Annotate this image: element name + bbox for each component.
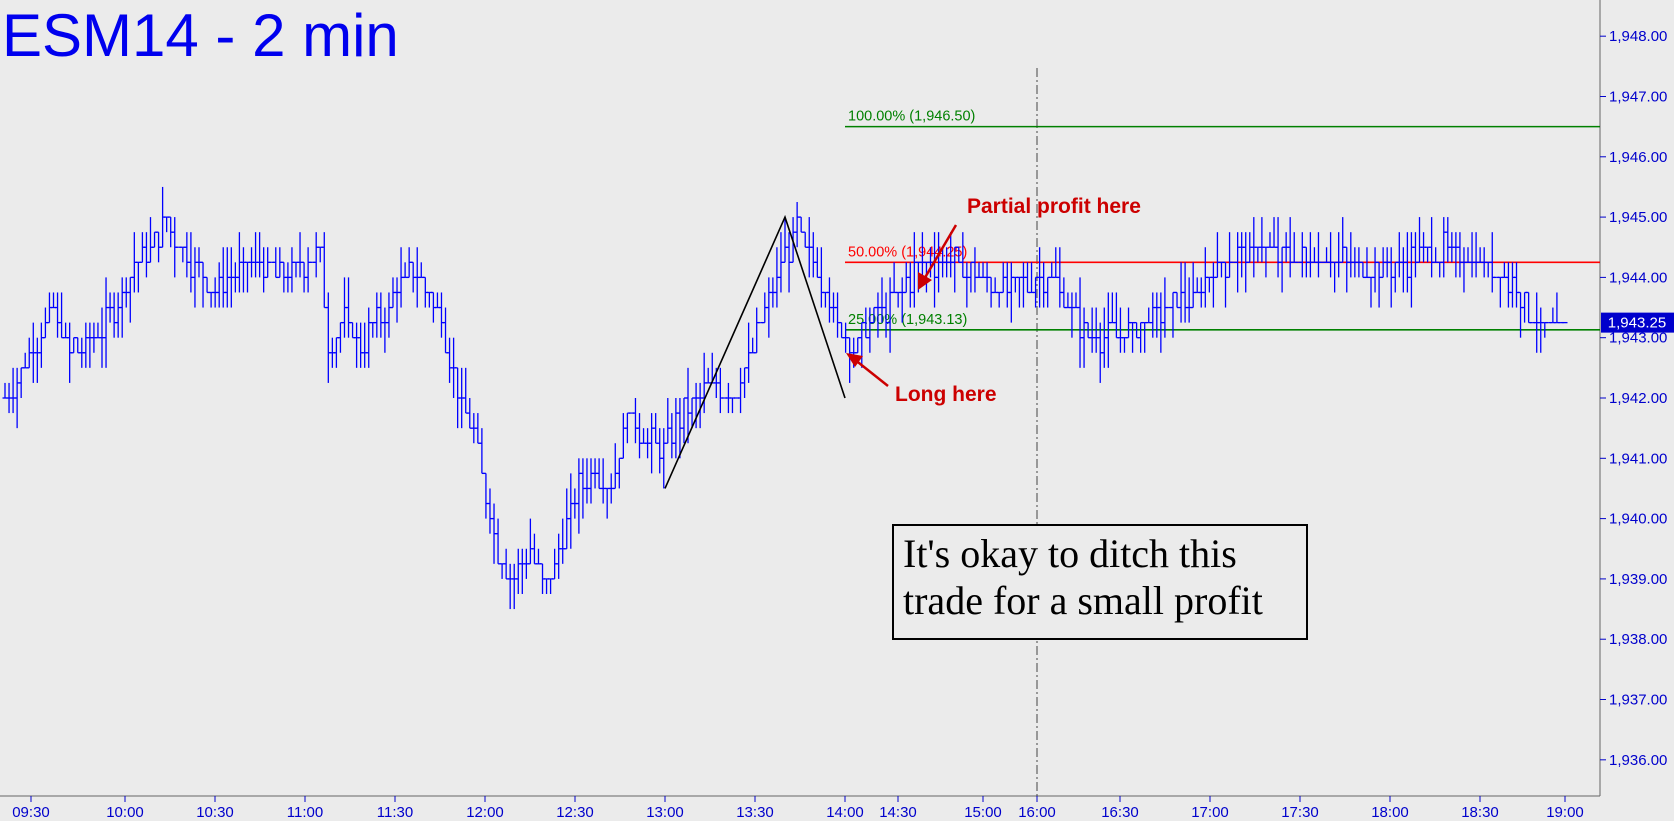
y-tick-label: 1,938.00: [1609, 631, 1667, 648]
note-line-1: It's okay to ditch this: [903, 531, 1237, 576]
y-tick-label: 1,945.00: [1609, 209, 1667, 226]
y-tick-label: 1,937.00: [1609, 692, 1667, 709]
note-box: [892, 524, 1308, 640]
x-tick-label: 10:30: [196, 804, 234, 821]
x-tick-label: 15:00: [964, 804, 1002, 821]
y-tick-label: 1,946.00: [1609, 149, 1667, 166]
x-tick-label: 19:00: [1546, 804, 1584, 821]
long-here-arrow: [846, 353, 889, 387]
annotation-partial-profit: Partial profit here: [967, 195, 1141, 218]
fib-level-label: 50.00% (1,944.25): [848, 244, 967, 260]
x-tick-label: 13:00: [646, 804, 684, 821]
x-tick-label: 12:30: [556, 804, 594, 821]
x-tick-label: 16:00: [1018, 804, 1056, 821]
x-tick-label: 10:00: [106, 804, 144, 821]
y-tick-label: 1,947.00: [1609, 88, 1667, 105]
x-tick-label: 18:00: [1371, 804, 1409, 821]
fib-level-label: 100.00% (1,946.50): [848, 109, 975, 125]
x-tick-label: 14:00: [826, 804, 864, 821]
y-tick-label: 1,941.00: [1609, 450, 1667, 467]
price-bars: [2, 186, 1568, 610]
x-tick-label: 17:30: [1281, 804, 1319, 821]
last-price-label: 1,943.25: [1608, 315, 1666, 332]
x-tick-label: 09:30: [12, 804, 50, 821]
y-tick-label: 1,943.00: [1609, 330, 1667, 347]
x-tick-label: 11:30: [377, 804, 413, 821]
y-tick-label: 1,940.00: [1609, 511, 1667, 528]
last-price-badge: [1601, 312, 1674, 333]
x-tick-label: 17:00: [1191, 804, 1229, 821]
y-axis-ticks: 1,936.00 1,937.00 1,938.00 1,939.00 1,940.00…: [1600, 28, 1667, 769]
y-tick-label: 1,944.00: [1609, 269, 1667, 286]
y-tick-label: 1,942.00: [1609, 390, 1667, 407]
x-tick-label: 16:30: [1101, 804, 1139, 821]
x-tick-label: 11:00: [287, 804, 323, 821]
x-tick-label: 14:30: [879, 804, 917, 821]
y-tick-label: 1,939.00: [1609, 571, 1667, 588]
x-axis-ticks: 09:30 10:00 10:30 11:00 11:30 12:00 12:30 13:00…: [12, 796, 1584, 821]
y-tick-label: 1,936.00: [1609, 752, 1667, 769]
note-line-2: trade for a small profit: [903, 578, 1263, 623]
x-tick-label: 12:00: [466, 804, 504, 821]
partial-profit-arrow: [918, 224, 958, 290]
x-tick-label: 13:30: [736, 804, 774, 821]
annotation-long-here: Long here: [895, 383, 997, 406]
zigzag-line: [664, 214, 846, 489]
y-tick-label: 1,948.00: [1609, 28, 1667, 45]
chart-title: ESM14 - 2 min: [2, 2, 399, 69]
x-tick-label: 18:30: [1461, 804, 1499, 821]
